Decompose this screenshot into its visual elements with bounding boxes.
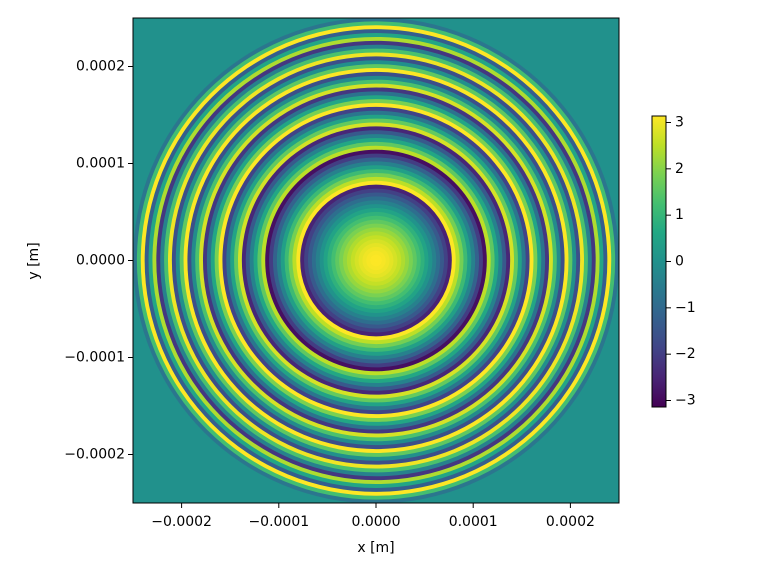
colorbar xyxy=(651,115,667,408)
y-tick-label: 0.0001 xyxy=(76,156,125,172)
x-axis-label: x [m] xyxy=(357,540,394,556)
y-tick-label: −0.0002 xyxy=(64,447,125,463)
x-tick-label: −0.0002 xyxy=(151,514,212,530)
x-tick-label: 0.0000 xyxy=(352,514,401,530)
x-tick-label: 0.0002 xyxy=(546,514,595,530)
plot-area xyxy=(133,18,619,503)
phase-ring xyxy=(374,258,378,263)
colorbar-tick-label: −1 xyxy=(675,300,696,316)
colorbar-tick-label: 1 xyxy=(675,207,684,223)
colorbar-tick-label: 3 xyxy=(675,114,684,130)
colorbar-tick-label: 0 xyxy=(675,254,684,270)
colorbar-tick-label: −3 xyxy=(675,393,696,409)
y-tick-label: 0.0002 xyxy=(76,59,125,75)
colorbar-tick-label: −2 xyxy=(675,346,696,362)
y-axis-label: y [m] xyxy=(26,242,42,279)
y-tick-label: −0.0001 xyxy=(64,350,125,366)
colorbar-tick-label: 2 xyxy=(675,161,684,177)
x-tick-label: 0.0001 xyxy=(449,514,498,530)
y-tick-label: 0.0000 xyxy=(76,253,125,269)
x-tick-label: −0.0001 xyxy=(248,514,309,530)
